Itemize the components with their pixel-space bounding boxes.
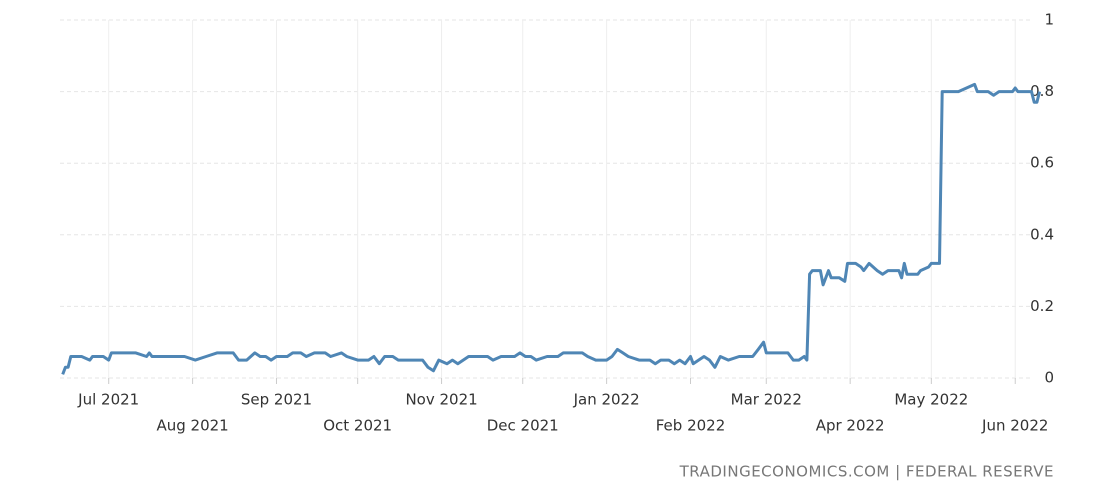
x-tick-label: Jul 2021: [77, 391, 139, 409]
x-tick-label: Jan 2022: [573, 391, 640, 409]
x-tick-label: Feb 2022: [656, 417, 726, 435]
source-note: TRADINGECONOMICS.COM | FEDERAL RESERVE: [679, 463, 1054, 481]
y-tick-label: 1: [1044, 11, 1054, 29]
x-tick-label: Oct 2021: [323, 417, 392, 435]
x-tick-label: Mar 2022: [731, 391, 802, 409]
x-tick-label: Jun 2022: [981, 417, 1048, 435]
x-tick-label: Apr 2022: [816, 417, 885, 435]
x-tick-label: Dec 2021: [487, 417, 559, 435]
y-tick-label: 0.4: [1030, 225, 1054, 243]
y-tick-label: 0.2: [1030, 297, 1054, 315]
y-tick-label: 0.8: [1030, 82, 1054, 100]
x-tick-label: May 2022: [894, 391, 968, 409]
x-tick-label: Aug 2021: [156, 417, 228, 435]
x-tick-label: Sep 2021: [241, 391, 312, 409]
x-tick-label: Nov 2021: [405, 391, 477, 409]
line-series: [61, 82, 1042, 375]
y-tick-label: 0.6: [1030, 154, 1054, 172]
y-tick-label: 0: [1044, 369, 1054, 387]
